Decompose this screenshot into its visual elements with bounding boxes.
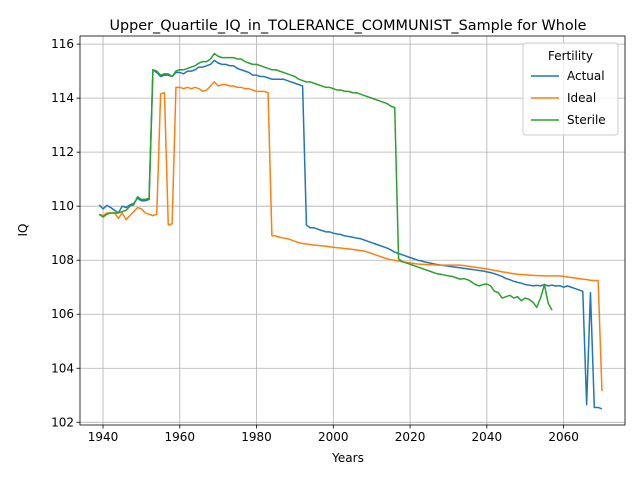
series-layer xyxy=(98,52,603,410)
chart-title: Upper_Quartile_IQ_in_TOLERANCE_COMMUNIST… xyxy=(109,18,586,34)
x-tick-label: 2020 xyxy=(395,430,426,444)
y-tick-label: 114 xyxy=(51,91,74,105)
series-line-sterile xyxy=(98,52,553,311)
legend-box xyxy=(522,42,619,136)
y-axis-label: IQ xyxy=(16,224,30,237)
legend-label-actual: Actual xyxy=(567,69,605,83)
axis-ticks: 1940 1960 1980 2000 2020 2040 2060 102 104 106 108… xyxy=(51,37,579,444)
x-tick-label: 1980 xyxy=(241,430,272,444)
x-tick-label: 1960 xyxy=(165,430,196,444)
x-axis-label: Years xyxy=(331,451,364,465)
y-tick-label: 110 xyxy=(51,199,74,213)
x-tick-label: 2040 xyxy=(472,430,503,444)
y-tick-label: 102 xyxy=(51,415,74,429)
y-tick-label: 112 xyxy=(51,145,74,159)
x-tick-label: 2000 xyxy=(318,430,349,444)
plot-frame xyxy=(79,35,626,426)
y-tick-label: 108 xyxy=(51,253,74,267)
legend-label-sterile: Sterile xyxy=(567,113,606,127)
series-line-actual xyxy=(98,59,603,410)
y-tick-label: 104 xyxy=(51,361,74,375)
legend: Fertility Actual Ideal Sterile xyxy=(522,42,619,136)
legend-title: Fertility xyxy=(548,49,593,63)
grid xyxy=(80,36,625,425)
x-tick-label: 1940 xyxy=(88,430,119,444)
legend-label-ideal: Ideal xyxy=(567,91,596,105)
y-tick-label: 106 xyxy=(51,307,74,321)
x-tick-label: 2060 xyxy=(548,430,579,444)
series-line-ideal xyxy=(98,81,603,392)
y-tick-label: 116 xyxy=(51,37,74,51)
